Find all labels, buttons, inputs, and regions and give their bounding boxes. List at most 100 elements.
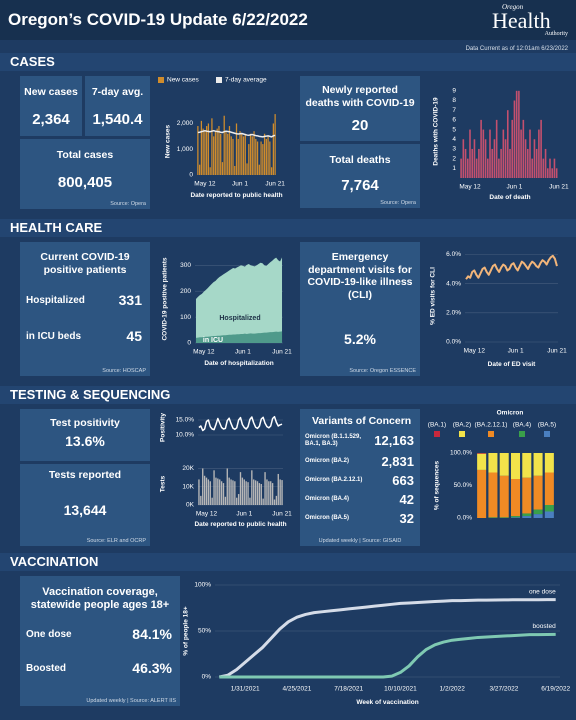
variant-name: Omicron (BA.5) bbox=[305, 515, 350, 521]
bar-segment bbox=[544, 472, 554, 505]
legend-swatch bbox=[488, 431, 494, 437]
bar bbox=[475, 158, 478, 178]
bar bbox=[491, 148, 494, 178]
bar bbox=[247, 482, 249, 505]
y-tick-label: 0K bbox=[186, 502, 195, 509]
bar-segment bbox=[510, 517, 521, 518]
bar bbox=[466, 158, 469, 178]
y-tick-label: 10.0% bbox=[176, 432, 195, 439]
bar bbox=[209, 167, 211, 175]
bar bbox=[531, 158, 534, 178]
bar bbox=[260, 484, 262, 505]
source: Updated weekly | Source: ALERT IIS bbox=[86, 698, 176, 704]
variant-name: Omicron (BA.2) bbox=[305, 458, 350, 464]
bar-segment bbox=[510, 479, 521, 517]
bar bbox=[265, 138, 267, 175]
variant-count: 32 bbox=[399, 511, 414, 526]
bar bbox=[271, 483, 274, 505]
bar bbox=[513, 100, 516, 178]
y-tick-label: 15.0% bbox=[176, 417, 195, 424]
bar bbox=[228, 477, 230, 505]
x-tick-label: Jun 1 bbox=[232, 181, 248, 188]
x-axis-title: Date of ED visit bbox=[487, 361, 536, 368]
bar bbox=[206, 126, 208, 175]
y-tick-label: 8 bbox=[452, 97, 456, 104]
bar bbox=[217, 478, 219, 505]
x-tick-label: Jun 21 bbox=[272, 511, 292, 518]
row-label: Hospitalized bbox=[26, 294, 85, 306]
y-axis-title: % of sequences bbox=[434, 461, 441, 511]
bar bbox=[542, 158, 545, 178]
bar bbox=[511, 119, 514, 178]
bar bbox=[549, 158, 551, 178]
bar bbox=[524, 139, 527, 178]
bar bbox=[277, 473, 279, 505]
y-axis-title: Deaths with COVID-19 bbox=[433, 97, 440, 166]
section-header: TESTING & SEQUENCING bbox=[0, 386, 576, 404]
legend-swatch bbox=[519, 431, 525, 437]
variant-count: 12,163 bbox=[374, 433, 414, 448]
bar bbox=[509, 148, 511, 178]
source: Source: Opera bbox=[110, 201, 146, 207]
bar bbox=[230, 136, 232, 175]
y-tick-label: 2,000 bbox=[177, 120, 194, 127]
y-axis-title: Tests bbox=[160, 475, 167, 492]
legend-title: Omicron bbox=[497, 410, 524, 417]
x-tick-label: 4/25/2021 bbox=[282, 686, 311, 693]
row-value: 45 bbox=[126, 328, 142, 344]
bar bbox=[522, 119, 525, 178]
variants-panel: Variants of Concern Omicron (B.1.1.529, … bbox=[300, 409, 420, 546]
bar bbox=[471, 148, 474, 178]
bar bbox=[203, 475, 206, 505]
bar-segment bbox=[522, 477, 532, 514]
y-tick-label: 4.0% bbox=[446, 280, 461, 287]
kpi-panel: Total deaths 7,764 Source: Opera bbox=[300, 144, 420, 208]
x-tick-label: Jun 21 bbox=[272, 349, 292, 356]
source: Updated weekly | Source: GISAID bbox=[318, 538, 402, 544]
bar bbox=[246, 163, 248, 175]
y-tick-label: 1,000 bbox=[177, 146, 194, 153]
y-tick-label: 4 bbox=[452, 136, 456, 143]
kpi-panel: Vaccination coverage, statewide people a… bbox=[20, 576, 180, 706]
bar bbox=[213, 136, 215, 175]
bar bbox=[486, 158, 489, 178]
row-label: in ICU beds bbox=[26, 330, 82, 342]
variant-name: Omicron (BA.4) bbox=[305, 496, 350, 502]
variant-row: Omicron (BA.5) 32 bbox=[305, 511, 414, 526]
x-axis-title: Date reported to public health bbox=[190, 192, 283, 199]
y-tick-label: 0.0% bbox=[446, 339, 461, 346]
bar bbox=[255, 138, 257, 175]
x-axis-title: Date of death bbox=[489, 194, 531, 201]
legend-swatch bbox=[434, 431, 440, 437]
variant-row: Omicron (BA.2.12.1) 663 bbox=[305, 473, 414, 488]
x-tick-label: Jun 1 bbox=[508, 348, 524, 355]
bar bbox=[269, 141, 271, 175]
bar bbox=[270, 481, 272, 505]
x-axis-title: Week of vaccination bbox=[356, 699, 419, 706]
y-tick-label: 7 bbox=[452, 107, 456, 114]
kpi-value: 800,405 bbox=[57, 173, 113, 191]
bar bbox=[529, 129, 531, 178]
kpi-value: 2,364 bbox=[32, 110, 70, 128]
bar bbox=[526, 148, 529, 178]
bar bbox=[220, 133, 222, 175]
kpi-row: One dose 84.1% bbox=[26, 626, 172, 642]
series-label: one dose bbox=[529, 588, 556, 595]
bar bbox=[462, 139, 465, 178]
bar bbox=[211, 118, 213, 175]
bar bbox=[262, 498, 264, 505]
bar-segment bbox=[544, 511, 554, 518]
bar bbox=[225, 131, 227, 175]
bar bbox=[273, 499, 276, 505]
bar bbox=[232, 480, 234, 505]
bar-segment bbox=[510, 453, 521, 479]
bar bbox=[200, 120, 203, 175]
kpi-value: 7,764 bbox=[341, 176, 379, 194]
source: Source: ELR and OCRP bbox=[86, 538, 146, 544]
x-tick-label: Jun 21 bbox=[265, 181, 285, 188]
bar bbox=[553, 158, 556, 178]
bar bbox=[267, 136, 269, 175]
series-label: in ICU bbox=[203, 337, 223, 344]
x-tick-label: 1/2/2022 bbox=[440, 686, 466, 693]
y-tick-label: 100 bbox=[180, 314, 191, 321]
